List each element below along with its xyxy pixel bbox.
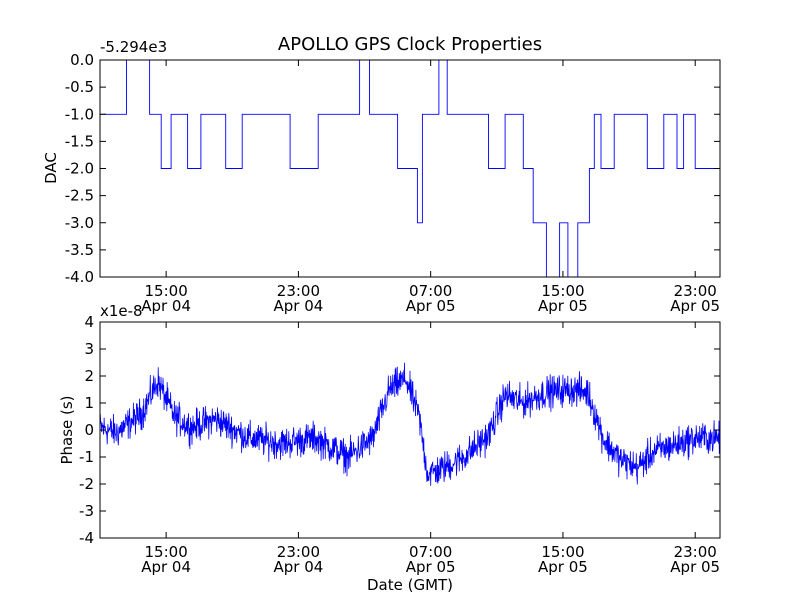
dac-ytick-label: -2.5 xyxy=(65,187,94,205)
phase-xtick-time-label: 23:00 xyxy=(674,543,717,561)
dac-ytick-label: -0.5 xyxy=(65,78,94,96)
phase-xtick-time-label: 07:00 xyxy=(409,543,452,561)
dac-offset-label: -5.294e3 xyxy=(100,38,167,56)
phase-xtick-time-label: 15:00 xyxy=(145,543,188,561)
dac-xtick-time-label: 07:00 xyxy=(409,282,452,300)
phase-ytick-label: 3 xyxy=(84,340,94,358)
dac-plot-area xyxy=(100,60,720,277)
dac-xtick-date-label: Apr 05 xyxy=(538,297,588,315)
dac-ytick-label: -3.0 xyxy=(65,214,94,232)
figure-title: APOLLO GPS Clock Properties xyxy=(278,34,542,55)
dac-xtick-date-label: Apr 05 xyxy=(670,297,720,315)
dac-ytick-label: -2.0 xyxy=(65,160,94,178)
dac-xtick-time-label: 15:00 xyxy=(145,282,188,300)
phase-xtick-time-label: 23:00 xyxy=(277,543,320,561)
phase-y-ticks: 4 3 2 1 0 -1 -2 -3 -4 xyxy=(79,313,720,547)
phase-offset-label: x1e-8 xyxy=(100,302,143,320)
dac-xtick-time-label: 23:00 xyxy=(277,282,320,300)
phase-ytick-label: -2 xyxy=(79,475,94,493)
phase-ytick-label: -4 xyxy=(79,529,94,547)
dac-xtick-date-label: Apr 04 xyxy=(273,297,323,315)
phase-xtick-date-label: Apr 05 xyxy=(406,558,456,576)
phase-ytick-label: 4 xyxy=(84,313,94,331)
dac-ytick-label: 0.0 xyxy=(70,51,94,69)
phase-xtick-date-label: Apr 04 xyxy=(141,558,191,576)
phase-xtick-date-label: Apr 05 xyxy=(670,558,720,576)
dac-ytick-label: -4.0 xyxy=(65,268,94,286)
dac-y-axis-label: DAC xyxy=(42,152,60,184)
phase-ytick-label: 1 xyxy=(84,394,94,412)
dac-xtick-date-label: Apr 04 xyxy=(141,297,191,315)
phase-xtick-time-label: 15:00 xyxy=(541,543,584,561)
x-axis-label: Date (GMT) xyxy=(367,576,453,594)
phase-series-line xyxy=(100,362,720,486)
dac-xtick-time-label: 23:00 xyxy=(674,282,717,300)
phase-ytick-label: -1 xyxy=(79,448,94,466)
dac-y-ticks: 0.0 -0.5 -1.0 -1.5 -2.0 -2.5 -3.0 -3.5 -4.0 xyxy=(65,51,720,286)
phase-ytick-label: 2 xyxy=(84,367,94,385)
dac-xtick-time-label: 15:00 xyxy=(541,282,584,300)
dac-ytick-label: -1.5 xyxy=(65,132,94,150)
phase-y-axis-label: Phase (s) xyxy=(58,395,76,464)
dac-xtick-date-label: Apr 05 xyxy=(406,297,456,315)
phase-ytick-label: -3 xyxy=(79,502,94,520)
dac-panel: 0.0 -0.5 -1.0 -1.5 -2.0 -2.5 -3.0 -3.5 -4.0 15:0… xyxy=(42,38,721,315)
dac-ytick-label: -3.5 xyxy=(65,241,94,259)
phase-xtick-date-label: Apr 04 xyxy=(273,558,323,576)
phase-plot-area xyxy=(100,362,720,486)
dac-series-line xyxy=(100,60,720,277)
phase-xtick-date-label: Apr 05 xyxy=(538,558,588,576)
phase-ytick-label: 0 xyxy=(84,421,94,439)
dac-ytick-label: -1.0 xyxy=(65,105,94,123)
